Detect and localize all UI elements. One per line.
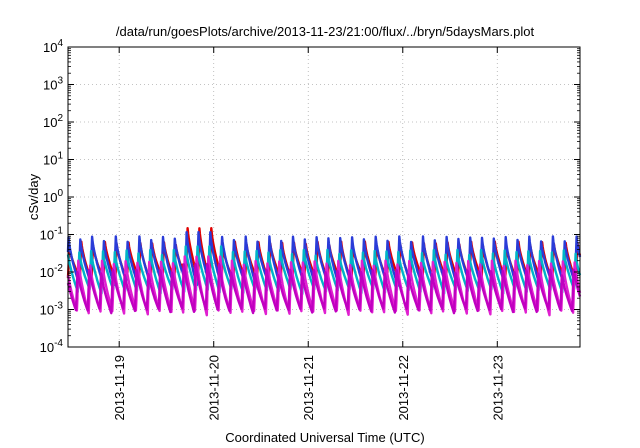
- y-tick-label: 10-2: [40, 263, 64, 280]
- series-line-4: [66, 262, 582, 315]
- x-tick-label: 2013-11-21: [301, 355, 316, 421]
- y-tick-label: 10-3: [40, 301, 64, 318]
- y-tick-label: 101: [43, 151, 63, 168]
- chart-title: /data/run/goesPlots/archive/2013-11-23/2…: [116, 24, 535, 39]
- x-tick-label: 2013-11-22: [396, 355, 411, 421]
- x-tick-label: 2013-11-23: [490, 355, 505, 421]
- series-group: [66, 227, 582, 317]
- y-axis: 10-4 10-3 10-2 10-1 100 101 102 103 104: [40, 38, 580, 355]
- series-line-1: [66, 230, 582, 287]
- x-tick-label: 2013-11-19: [112, 355, 127, 421]
- y-tick-label: 104: [43, 38, 63, 55]
- x-axis: 2013-11-19 2013-11-20 2013-11-21 2013-11-22…: [112, 47, 505, 421]
- y-tick-label: 10-4: [40, 338, 64, 355]
- x-axis-label: Coordinated Universal Time (UTC): [225, 430, 424, 445]
- y-tick-label: 100: [43, 188, 63, 205]
- y-tick-label: 103: [43, 76, 63, 93]
- y-tick-label: 102: [43, 113, 63, 130]
- x-tick-label: 2013-11-20: [207, 355, 222, 421]
- y-tick-label: 10-1: [40, 226, 64, 243]
- y-axis-label: cSv/day: [26, 173, 41, 220]
